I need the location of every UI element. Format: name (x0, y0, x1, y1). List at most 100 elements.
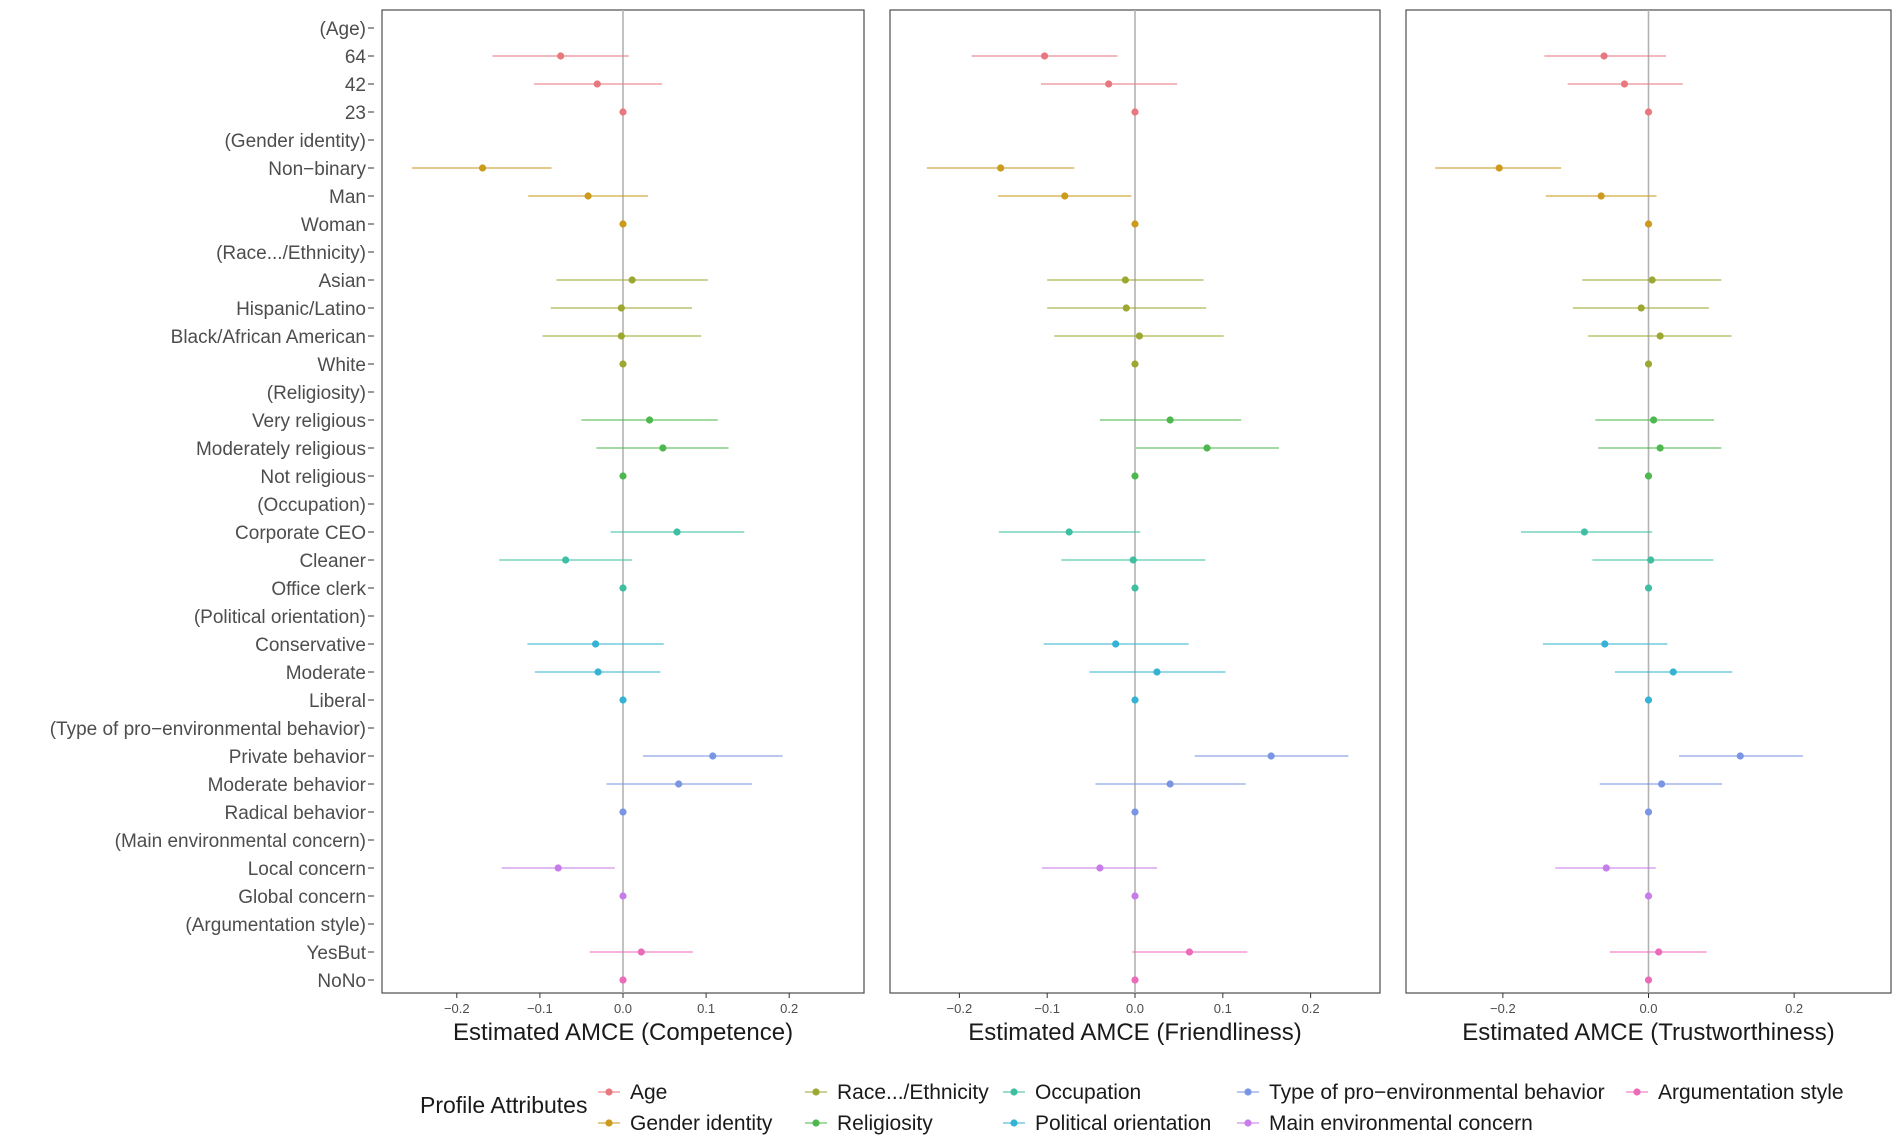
point-estimate (1131, 696, 1139, 704)
point-estimate (1267, 752, 1275, 760)
x-axis-title: Estimated AMCE (Friendliness) (968, 1019, 1301, 1046)
point-estimate (619, 584, 627, 592)
y-axis-level-label: Global concern (238, 887, 366, 908)
point-estimate (1658, 780, 1666, 788)
x-axis-title: Estimated AMCE (Competence) (453, 1019, 793, 1046)
point-estimate (1655, 948, 1663, 956)
y-axis-level-label: 42 (345, 75, 366, 96)
x-tick-label: 0.2 (1785, 1001, 1803, 1016)
point-estimate (1131, 220, 1139, 228)
panel-1: −0.2 −0.1 0.0 0.1 0.2 Estimated AMCE (Compete… (381, 9, 865, 1046)
point-estimate (619, 360, 627, 368)
x-tick-label: 0.2 (1302, 1001, 1320, 1016)
point-estimate (1495, 164, 1503, 172)
y-axis-level-label: Woman (301, 215, 366, 236)
point-estimate (584, 192, 592, 200)
point-estimate (591, 640, 600, 648)
x-tick-label: −0.1 (527, 1001, 553, 1016)
point-estimate (1597, 192, 1605, 200)
point-estimate (1131, 108, 1139, 116)
point-estimate (1153, 668, 1161, 676)
y-axis-level-label: Moderate behavior (208, 775, 367, 796)
point-estimate (628, 276, 636, 284)
point-estimate (1637, 304, 1645, 312)
x-axis-title: Estimated AMCE (Trustworthiness) (1462, 1019, 1835, 1046)
legend-entry-label: Age (630, 1081, 667, 1104)
y-axis-level-label: NoNo (317, 971, 366, 992)
x-tick-label: 0.0 (1126, 1001, 1144, 1016)
y-axis-level-label: Not religious (260, 467, 366, 488)
point-estimate (645, 416, 654, 424)
y-axis-level-label: Office clerk (271, 579, 366, 600)
point-estimate (1131, 472, 1139, 480)
point-estimate (619, 220, 627, 228)
point-estimate (1040, 52, 1049, 60)
y-axis-level-label: Conservative (255, 635, 366, 656)
point-estimate (673, 528, 681, 536)
y-axis-level-label: Moderately religious (196, 439, 366, 460)
point-estimate (659, 444, 667, 452)
legend-key-point (1244, 1088, 1252, 1096)
y-axis-level-label: Cleaner (299, 551, 366, 572)
legend-entry-label: Occupation (1035, 1081, 1141, 1104)
y-axis-level-label: Radical behavior (224, 803, 366, 824)
legend-key-point (812, 1088, 820, 1096)
point-estimate (1644, 584, 1653, 592)
y-axis-group-label: (Main environmental concern) (115, 831, 366, 852)
point-estimate (1131, 360, 1139, 368)
point-estimate (1644, 220, 1653, 228)
point-estimate (562, 556, 570, 564)
y-axis-group-label: (Age) (320, 19, 366, 40)
y-axis-level-label: Hispanic/Latino (236, 299, 366, 320)
point-estimate (709, 752, 717, 760)
point-estimate (1166, 780, 1174, 788)
point-estimate (1644, 892, 1653, 900)
point-estimate (1644, 108, 1653, 116)
legend-key-point (605, 1119, 613, 1127)
point-estimate (593, 80, 601, 88)
y-axis-level-label: 23 (345, 103, 366, 124)
point-estimate (1644, 360, 1653, 368)
y-axis-level-label: Asian (318, 271, 366, 292)
point-estimate (1166, 416, 1174, 424)
legend-entry-label: Main environmental concern (1269, 1112, 1533, 1135)
point-estimate (557, 52, 565, 60)
point-estimate (1185, 948, 1194, 956)
point-estimate (1131, 892, 1139, 900)
point-estimate (1656, 332, 1664, 340)
y-axis-group-label: (Race.../Ethnicity) (216, 243, 366, 264)
point-estimate (1644, 808, 1653, 816)
point-estimate (619, 108, 627, 116)
legend-entry-label: Argumentation style (1658, 1081, 1844, 1104)
x-tick-label: −0.1 (1034, 1001, 1060, 1016)
x-tick-label: 0.0 (614, 1001, 632, 1016)
y-axis-level-label: Very religious (252, 411, 366, 432)
legend-key-point (605, 1088, 613, 1096)
x-tick-label: 0.1 (697, 1001, 715, 1016)
point-estimate (1620, 80, 1629, 88)
legend-key-point (812, 1119, 820, 1127)
point-estimate (619, 472, 627, 480)
point-estimate (1203, 444, 1211, 452)
point-estimate (1122, 304, 1130, 312)
point-estimate (1121, 276, 1129, 284)
legend-entry-label: Gender identity (630, 1112, 773, 1135)
point-estimate (1129, 556, 1137, 564)
point-estimate (619, 976, 627, 984)
point-estimate (1065, 528, 1073, 536)
point-estimate (1061, 192, 1069, 200)
point-estimate (675, 780, 683, 788)
x-tick-label: −0.2 (1490, 1001, 1516, 1016)
point-estimate (1736, 752, 1744, 760)
point-estimate (1112, 640, 1120, 648)
x-tick-label: −0.2 (947, 1001, 973, 1016)
y-axis-level-label: Private behavior (229, 747, 367, 768)
point-estimate (1096, 864, 1104, 872)
legend-entry-label: Political orientation (1035, 1112, 1211, 1135)
point-estimate (1656, 444, 1664, 452)
point-estimate (1644, 472, 1653, 480)
legend: Profile Attributes Age Gender identity Race… (420, 1081, 1844, 1135)
point-estimate (1602, 864, 1610, 872)
x-tick-label: −0.2 (444, 1001, 470, 1016)
